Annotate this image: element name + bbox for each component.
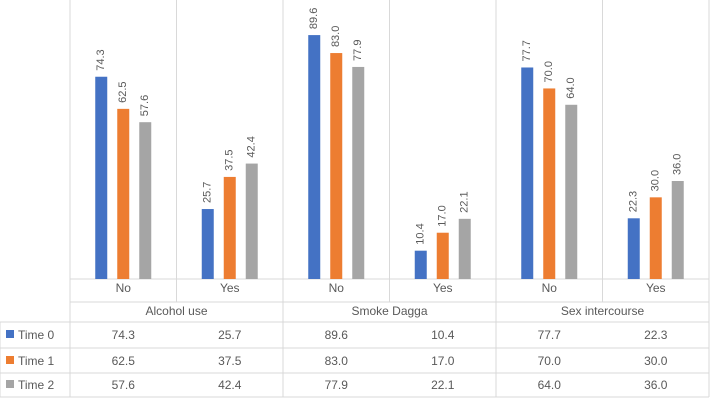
data-label: 22.3 <box>628 191 640 212</box>
table-cell: 30.0 <box>644 354 668 368</box>
legend-swatch <box>6 330 14 338</box>
bar <box>671 181 684 279</box>
data-label: 25.7 <box>202 182 214 203</box>
table-cell: 37.5 <box>218 354 242 368</box>
category-label: Yes <box>646 281 666 295</box>
bar <box>436 232 449 279</box>
bar <box>458 218 471 279</box>
data-table: No Yes No Yes No Yes Alcohol use Smoke Dagga Sex… <box>6 281 668 392</box>
group-label: Smoke Dagga <box>351 304 427 318</box>
table-cell: 83.0 <box>325 354 349 368</box>
data-label: 70.0 <box>543 61 555 82</box>
series-name: Time 1 <box>18 354 55 368</box>
table-cell: 36.0 <box>644 378 668 392</box>
group-label: Sex intercourse <box>561 304 645 318</box>
table-cell: 10.4 <box>431 328 455 342</box>
bar <box>521 67 534 279</box>
data-label: 89.6 <box>308 8 320 29</box>
bar <box>245 163 258 279</box>
table-cell: 25.7 <box>218 328 242 342</box>
category-label: Yes <box>433 281 453 295</box>
data-label: 77.7 <box>521 40 533 61</box>
data-label: 74.3 <box>95 49 107 70</box>
table-cell: 17.0 <box>431 354 455 368</box>
table-cell: 77.7 <box>538 328 562 342</box>
data-label: 64.0 <box>565 77 577 98</box>
category-label: No <box>542 281 558 295</box>
bar <box>117 108 130 279</box>
series-name: Time 2 <box>18 378 55 392</box>
bar <box>330 53 343 279</box>
data-label: 36.0 <box>672 154 684 175</box>
category-label: No <box>116 281 132 295</box>
bars-layer: 74.3 62.5 57.6 25.7 37.5 42.4 89.6 83.0 77.9 10.4… <box>95 8 684 280</box>
bar <box>139 122 152 279</box>
table-cell: 42.4 <box>218 378 242 392</box>
data-label: 30.0 <box>650 170 662 191</box>
table-cell: 70.0 <box>538 354 562 368</box>
bar <box>352 66 365 279</box>
bar <box>649 197 662 279</box>
bar <box>201 209 214 279</box>
table-cell: 64.0 <box>538 378 562 392</box>
table-cell: 77.9 <box>325 378 349 392</box>
data-label: 17.0 <box>437 205 449 226</box>
data-label: 57.6 <box>139 95 151 116</box>
bar <box>223 176 236 279</box>
legend-swatch <box>6 380 14 388</box>
data-label: 22.1 <box>459 191 471 212</box>
table-cell: 62.5 <box>112 354 136 368</box>
table-cell: 57.6 <box>112 378 136 392</box>
legend-swatch <box>6 356 14 364</box>
bar <box>543 88 556 279</box>
table-cell: 22.3 <box>644 328 668 342</box>
data-label: 42.4 <box>246 136 258 157</box>
data-label: 62.5 <box>117 81 129 102</box>
bar <box>565 104 578 280</box>
data-label: 10.4 <box>415 223 427 244</box>
table-cell: 89.6 <box>325 328 349 342</box>
data-label: 37.5 <box>224 149 236 170</box>
category-label: Yes <box>220 281 240 295</box>
bar <box>308 35 321 279</box>
data-label: 77.9 <box>352 40 364 61</box>
bar <box>414 250 427 279</box>
bar <box>627 218 640 279</box>
table-cell: 22.1 <box>431 378 455 392</box>
category-label: No <box>329 281 345 295</box>
table-cell: 74.3 <box>112 328 136 342</box>
data-label: 83.0 <box>330 26 342 47</box>
series-name: Time 0 <box>18 328 55 342</box>
bar <box>95 76 108 279</box>
group-label: Alcohol use <box>145 304 207 318</box>
